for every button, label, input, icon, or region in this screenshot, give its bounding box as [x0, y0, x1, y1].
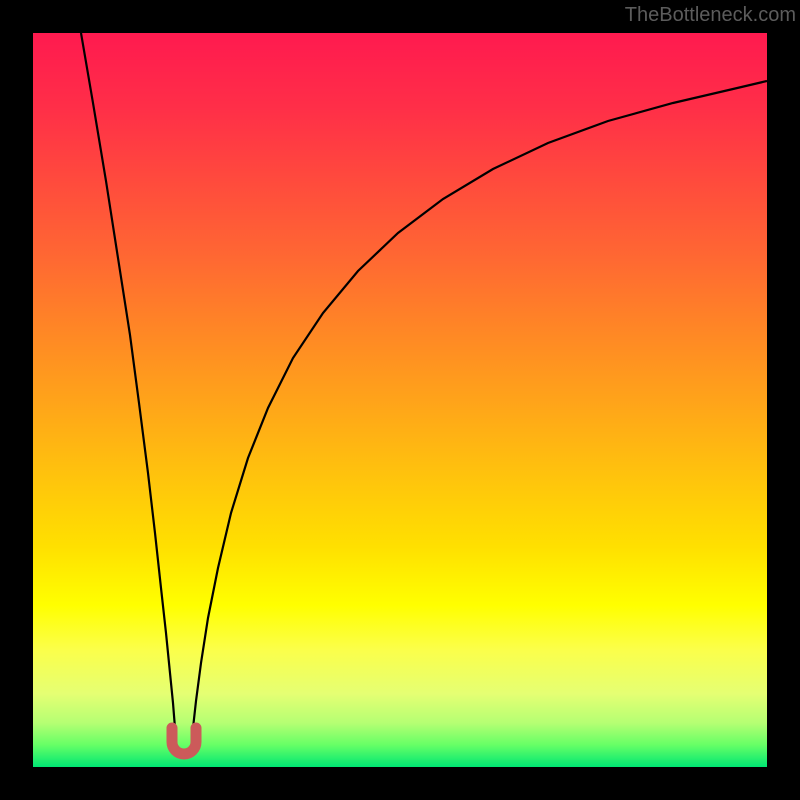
plot-area — [33, 33, 767, 767]
chart-container: TheBottleneck.com — [0, 0, 800, 800]
bottleneck-curve — [33, 33, 767, 767]
watermark-text: TheBottleneck.com — [625, 4, 796, 27]
